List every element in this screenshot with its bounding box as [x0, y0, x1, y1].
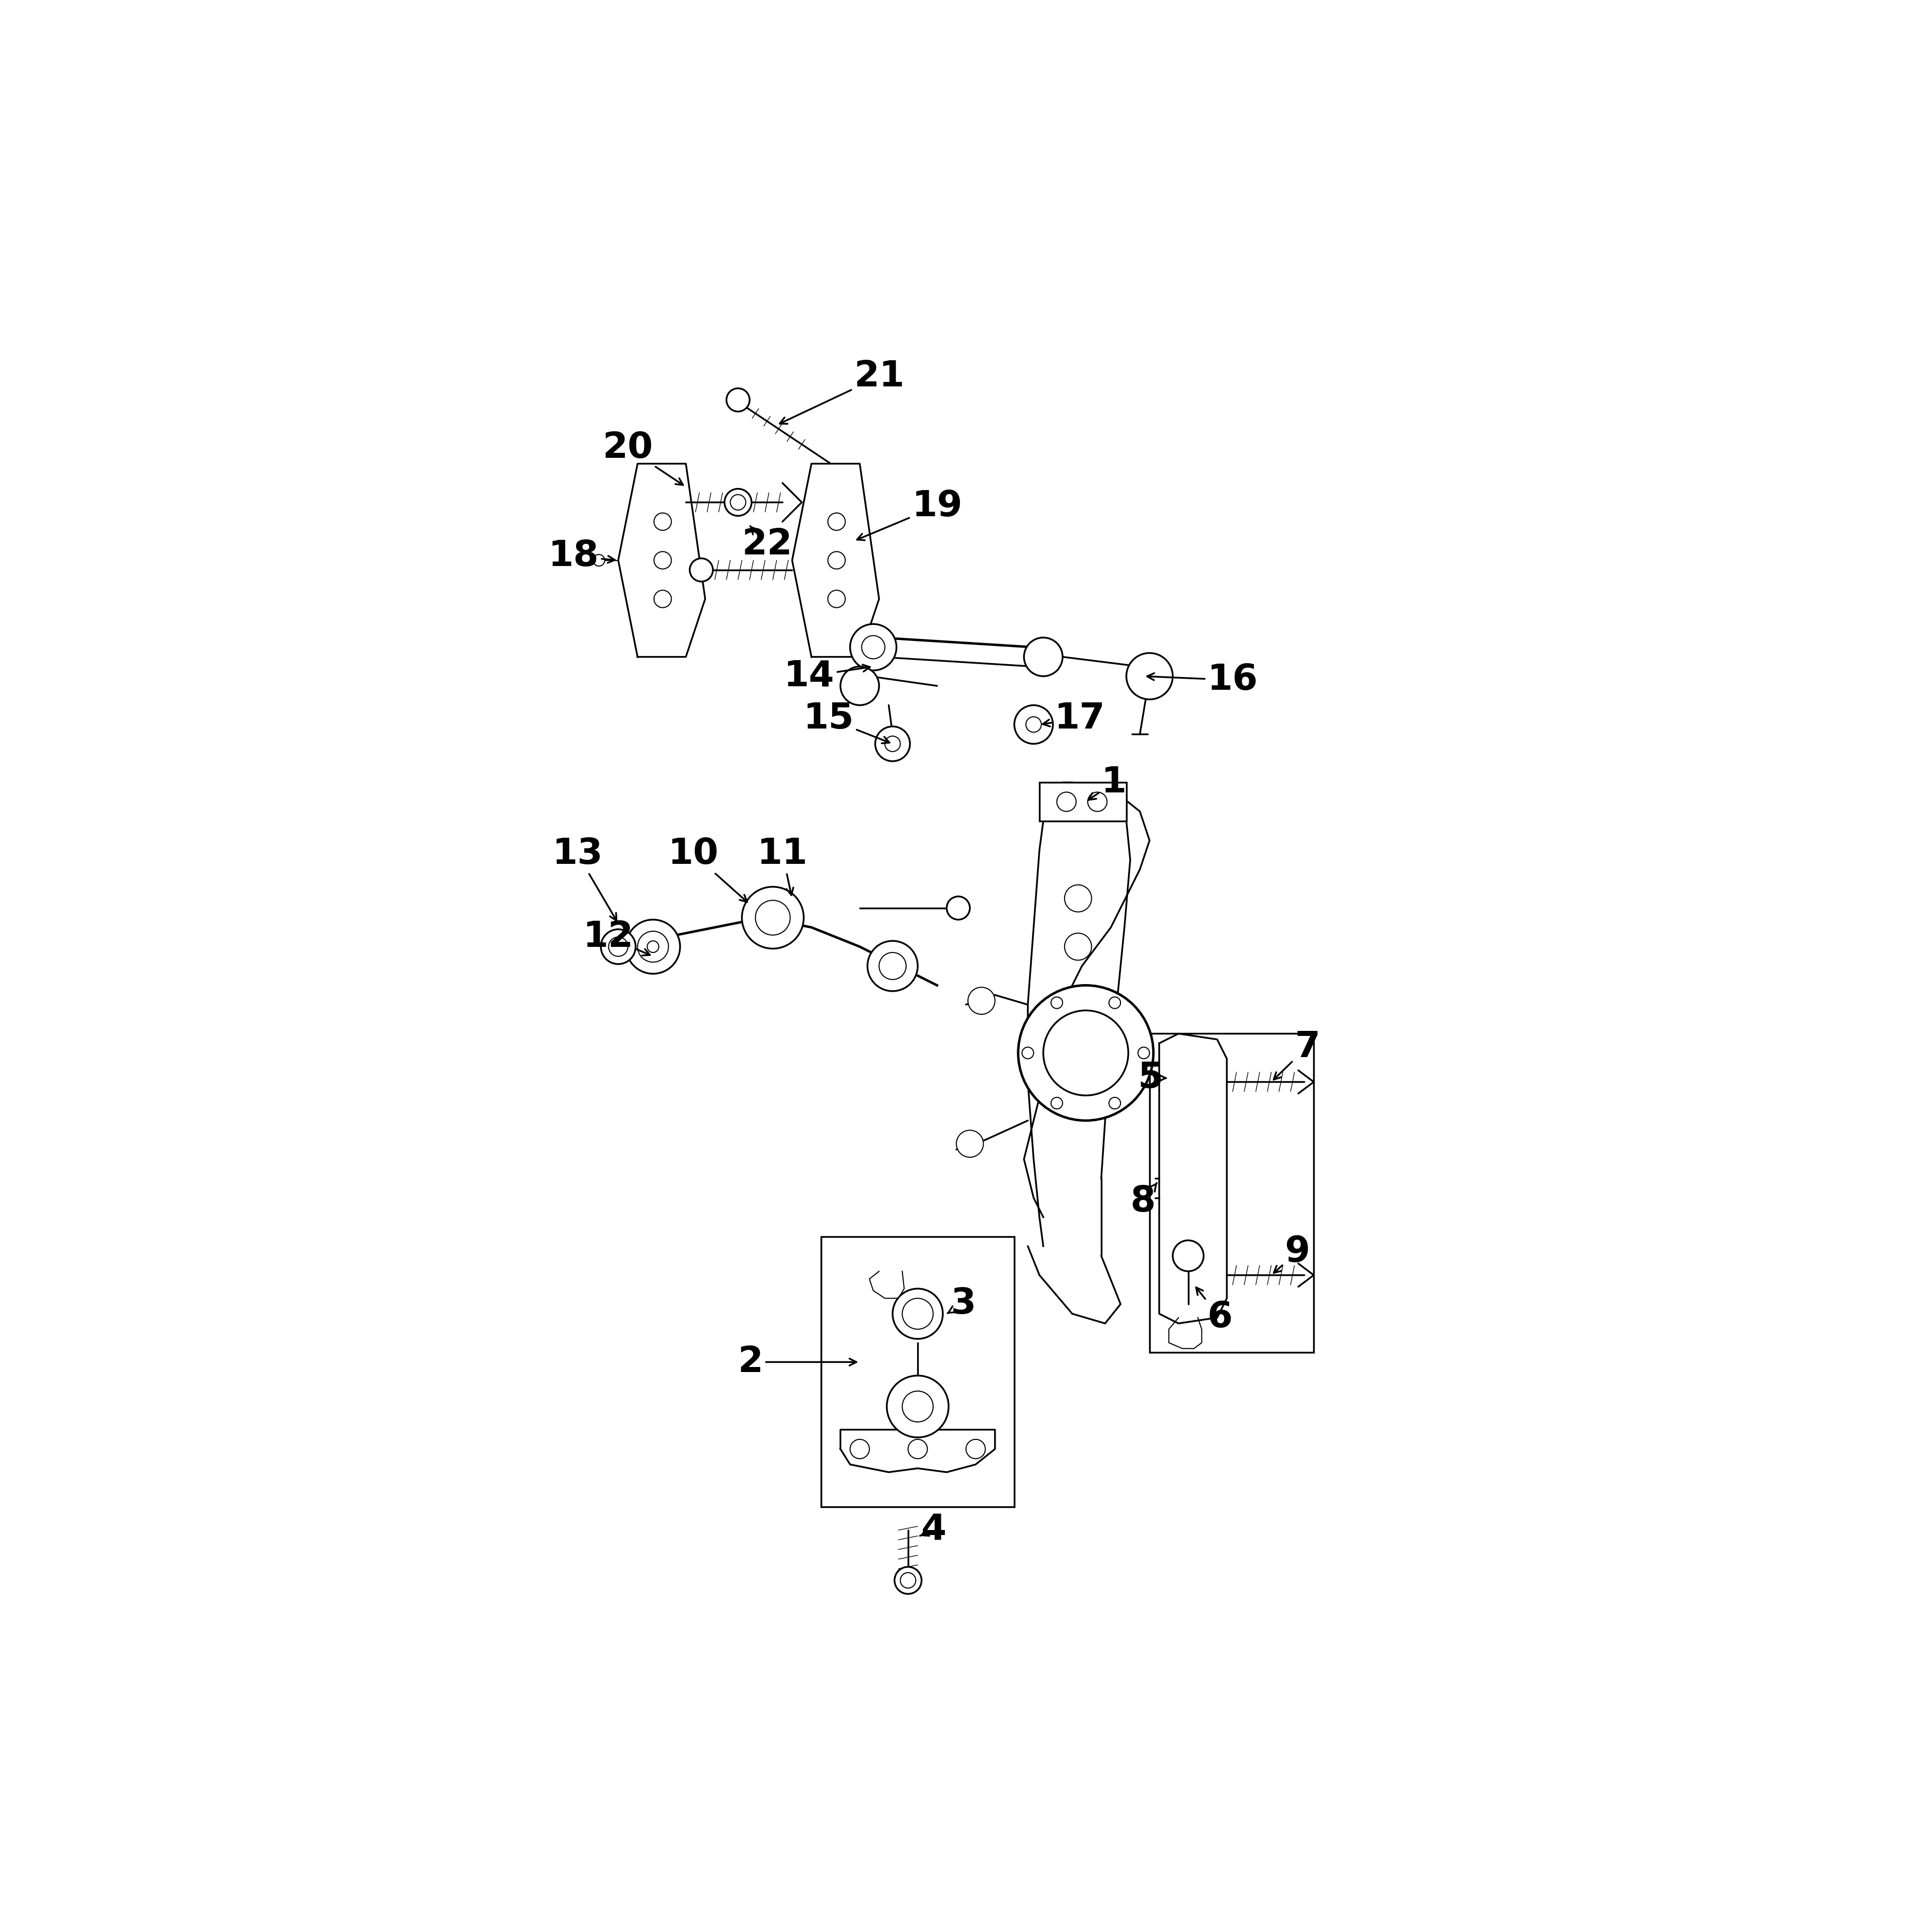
Circle shape — [895, 1567, 922, 1594]
Text: 11: 11 — [757, 837, 808, 895]
Circle shape — [885, 736, 900, 752]
Circle shape — [653, 512, 672, 531]
Text: 3: 3 — [947, 1287, 976, 1321]
Bar — [1150, 1034, 1314, 1352]
Circle shape — [1138, 1047, 1150, 1059]
Circle shape — [862, 636, 885, 659]
Text: 20: 20 — [603, 431, 684, 485]
Circle shape — [1018, 985, 1153, 1121]
Circle shape — [966, 1439, 985, 1459]
Circle shape — [902, 1391, 933, 1422]
Circle shape — [827, 512, 846, 531]
Circle shape — [601, 929, 636, 964]
Circle shape — [908, 1439, 927, 1459]
Circle shape — [1088, 792, 1107, 811]
Circle shape — [968, 987, 995, 1014]
Circle shape — [638, 931, 668, 962]
Circle shape — [593, 554, 605, 566]
Circle shape — [1109, 997, 1121, 1009]
Circle shape — [1065, 933, 1092, 960]
Text: 17: 17 — [1043, 701, 1105, 736]
Circle shape — [730, 495, 746, 510]
Circle shape — [626, 920, 680, 974]
Circle shape — [947, 896, 970, 920]
Circle shape — [827, 553, 846, 570]
Circle shape — [755, 900, 790, 935]
Circle shape — [879, 952, 906, 980]
Text: 8: 8 — [1130, 1182, 1157, 1219]
Circle shape — [726, 388, 750, 412]
Circle shape — [902, 1298, 933, 1329]
Circle shape — [887, 1376, 949, 1437]
Text: 10: 10 — [668, 837, 748, 902]
Circle shape — [1051, 1097, 1063, 1109]
Circle shape — [1109, 1097, 1121, 1109]
Text: 16: 16 — [1148, 663, 1258, 697]
Circle shape — [827, 589, 846, 607]
Circle shape — [1057, 792, 1076, 811]
Circle shape — [1065, 885, 1092, 912]
Text: 9: 9 — [1273, 1235, 1310, 1273]
Bar — [821, 1236, 1014, 1507]
Circle shape — [956, 1130, 983, 1157]
Circle shape — [1014, 705, 1053, 744]
Text: 18: 18 — [549, 539, 614, 574]
Circle shape — [1022, 1047, 1034, 1059]
Circle shape — [893, 1289, 943, 1339]
Text: 22: 22 — [742, 526, 792, 562]
Circle shape — [850, 1439, 869, 1459]
Text: 14: 14 — [784, 659, 869, 694]
Text: 19: 19 — [858, 489, 962, 541]
Text: 12: 12 — [583, 920, 649, 956]
Circle shape — [609, 937, 628, 956]
Text: 6: 6 — [1196, 1287, 1233, 1335]
Circle shape — [653, 589, 672, 607]
Circle shape — [900, 1573, 916, 1588]
Circle shape — [1126, 653, 1173, 699]
Text: 2: 2 — [738, 1345, 856, 1379]
Circle shape — [742, 887, 804, 949]
Text: 15: 15 — [804, 701, 889, 744]
Bar — [1039, 782, 1126, 821]
Text: 5: 5 — [1138, 1061, 1167, 1095]
Circle shape — [653, 553, 672, 570]
Circle shape — [1051, 997, 1063, 1009]
Circle shape — [850, 624, 896, 670]
Circle shape — [1043, 1010, 1128, 1095]
Text: 7: 7 — [1273, 1030, 1320, 1080]
Text: 1: 1 — [1088, 765, 1126, 800]
Text: 13: 13 — [553, 837, 616, 922]
Circle shape — [725, 489, 752, 516]
Circle shape — [690, 558, 713, 582]
Circle shape — [1026, 717, 1041, 732]
Circle shape — [875, 726, 910, 761]
Circle shape — [840, 667, 879, 705]
Circle shape — [647, 941, 659, 952]
Circle shape — [1173, 1240, 1204, 1271]
Circle shape — [867, 941, 918, 991]
Text: 21: 21 — [781, 359, 904, 423]
Circle shape — [1024, 638, 1063, 676]
Text: 4: 4 — [920, 1513, 947, 1548]
